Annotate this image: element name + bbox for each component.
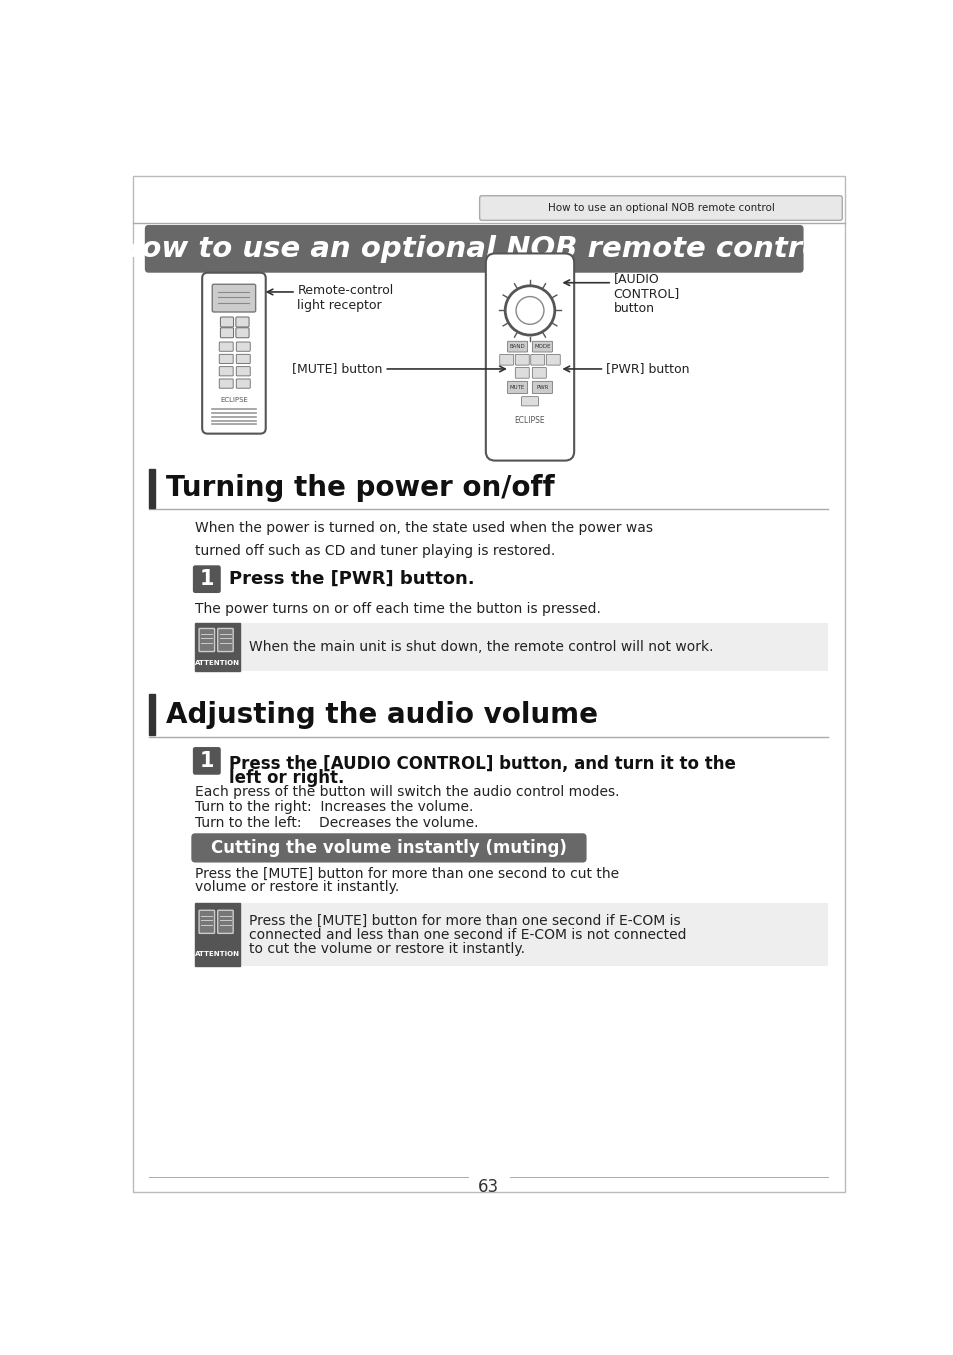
- Text: 1: 1: [199, 569, 213, 589]
- FancyBboxPatch shape: [507, 381, 527, 393]
- Text: 63: 63: [477, 1177, 499, 1195]
- Text: Turn to the right:  Increases the volume.: Turn to the right: Increases the volume.: [195, 801, 473, 814]
- FancyBboxPatch shape: [515, 354, 529, 364]
- Text: MODE: MODE: [534, 344, 550, 350]
- FancyBboxPatch shape: [546, 354, 559, 364]
- Text: Turn to the left:    Decreases the volume.: Turn to the left: Decreases the volume.: [195, 816, 478, 829]
- Text: When the power is turned on, the state used when the power was
turned off such a: When the power is turned on, the state u…: [195, 522, 653, 558]
- Text: Press the [MUTE] button for more than one second to cut the: Press the [MUTE] button for more than on…: [195, 866, 618, 881]
- FancyBboxPatch shape: [193, 565, 220, 593]
- FancyBboxPatch shape: [219, 367, 233, 375]
- Text: ATTENTION: ATTENTION: [195, 660, 240, 667]
- FancyBboxPatch shape: [220, 317, 233, 327]
- Text: ATTENTION: ATTENTION: [195, 951, 240, 957]
- FancyBboxPatch shape: [236, 379, 250, 389]
- Text: ECLIPSE: ECLIPSE: [515, 416, 545, 425]
- FancyBboxPatch shape: [199, 629, 214, 652]
- FancyBboxPatch shape: [145, 225, 802, 272]
- FancyBboxPatch shape: [217, 629, 233, 652]
- FancyBboxPatch shape: [532, 367, 546, 378]
- Text: 1: 1: [199, 751, 213, 771]
- Text: Adjusting the audio volume: Adjusting the audio volume: [166, 701, 598, 729]
- FancyBboxPatch shape: [479, 195, 841, 221]
- FancyBboxPatch shape: [507, 341, 527, 352]
- FancyBboxPatch shape: [236, 367, 250, 375]
- Text: left or right.: left or right.: [229, 770, 344, 787]
- FancyBboxPatch shape: [219, 354, 233, 363]
- FancyBboxPatch shape: [219, 341, 233, 351]
- Text: Press the [AUDIO CONTROL] button, and turn it to the: Press the [AUDIO CONTROL] button, and tu…: [229, 756, 736, 774]
- Bar: [195, 904, 240, 966]
- FancyBboxPatch shape: [235, 328, 249, 337]
- FancyBboxPatch shape: [212, 285, 255, 312]
- FancyBboxPatch shape: [521, 397, 537, 406]
- FancyBboxPatch shape: [193, 747, 220, 775]
- FancyBboxPatch shape: [219, 379, 233, 389]
- Text: When the main unit is shut down, the remote control will not work.: When the main unit is shut down, the rem…: [249, 640, 713, 654]
- Text: BAND: BAND: [509, 344, 525, 350]
- FancyBboxPatch shape: [220, 328, 233, 337]
- Bar: [149, 469, 154, 508]
- FancyBboxPatch shape: [532, 381, 552, 393]
- FancyBboxPatch shape: [499, 354, 513, 364]
- Text: PWR: PWR: [536, 385, 548, 390]
- FancyBboxPatch shape: [217, 911, 233, 934]
- FancyBboxPatch shape: [199, 911, 214, 934]
- Text: Press the [PWR] button.: Press the [PWR] button.: [229, 570, 475, 588]
- FancyBboxPatch shape: [485, 253, 574, 461]
- Text: [PWR] button: [PWR] button: [605, 362, 689, 375]
- FancyBboxPatch shape: [530, 354, 544, 364]
- FancyBboxPatch shape: [236, 341, 250, 351]
- Text: Remote-control
light receptor: Remote-control light receptor: [297, 285, 394, 312]
- Text: [AUDIO
CONTROL]
button: [AUDIO CONTROL] button: [613, 272, 679, 314]
- Text: Cutting the volume instantly (muting): Cutting the volume instantly (muting): [211, 839, 566, 856]
- FancyBboxPatch shape: [236, 354, 250, 363]
- Text: [MUTE] button: [MUTE] button: [292, 362, 382, 375]
- Bar: [195, 904, 827, 966]
- Text: connected and less than one second if E-COM is not connected: connected and less than one second if E-…: [249, 928, 686, 942]
- Text: How to use an optional NOB remote control: How to use an optional NOB remote contro…: [547, 203, 774, 213]
- Text: Turning the power on/off: Turning the power on/off: [166, 474, 554, 503]
- Text: The power turns on or off each time the button is pressed.: The power turns on or off each time the …: [195, 602, 600, 615]
- Text: Press the [MUTE] button for more than one second if E-COM is: Press the [MUTE] button for more than on…: [249, 915, 680, 928]
- Text: ECLIPSE: ECLIPSE: [220, 397, 248, 402]
- FancyBboxPatch shape: [202, 272, 266, 434]
- Bar: [195, 623, 827, 671]
- Text: How to use an optional NOB remote control: How to use an optional NOB remote contro…: [116, 234, 831, 263]
- FancyBboxPatch shape: [515, 367, 529, 378]
- FancyBboxPatch shape: [532, 341, 552, 352]
- Bar: [195, 623, 240, 671]
- Text: Each press of the button will switch the audio control modes.: Each press of the button will switch the…: [195, 785, 619, 798]
- FancyBboxPatch shape: [235, 317, 249, 327]
- Text: MUTE: MUTE: [510, 385, 525, 390]
- Bar: [149, 694, 154, 736]
- Text: to cut the volume or restore it instantly.: to cut the volume or restore it instantl…: [249, 942, 525, 955]
- FancyBboxPatch shape: [192, 833, 586, 863]
- Text: volume or restore it instantly.: volume or restore it instantly.: [195, 881, 399, 894]
